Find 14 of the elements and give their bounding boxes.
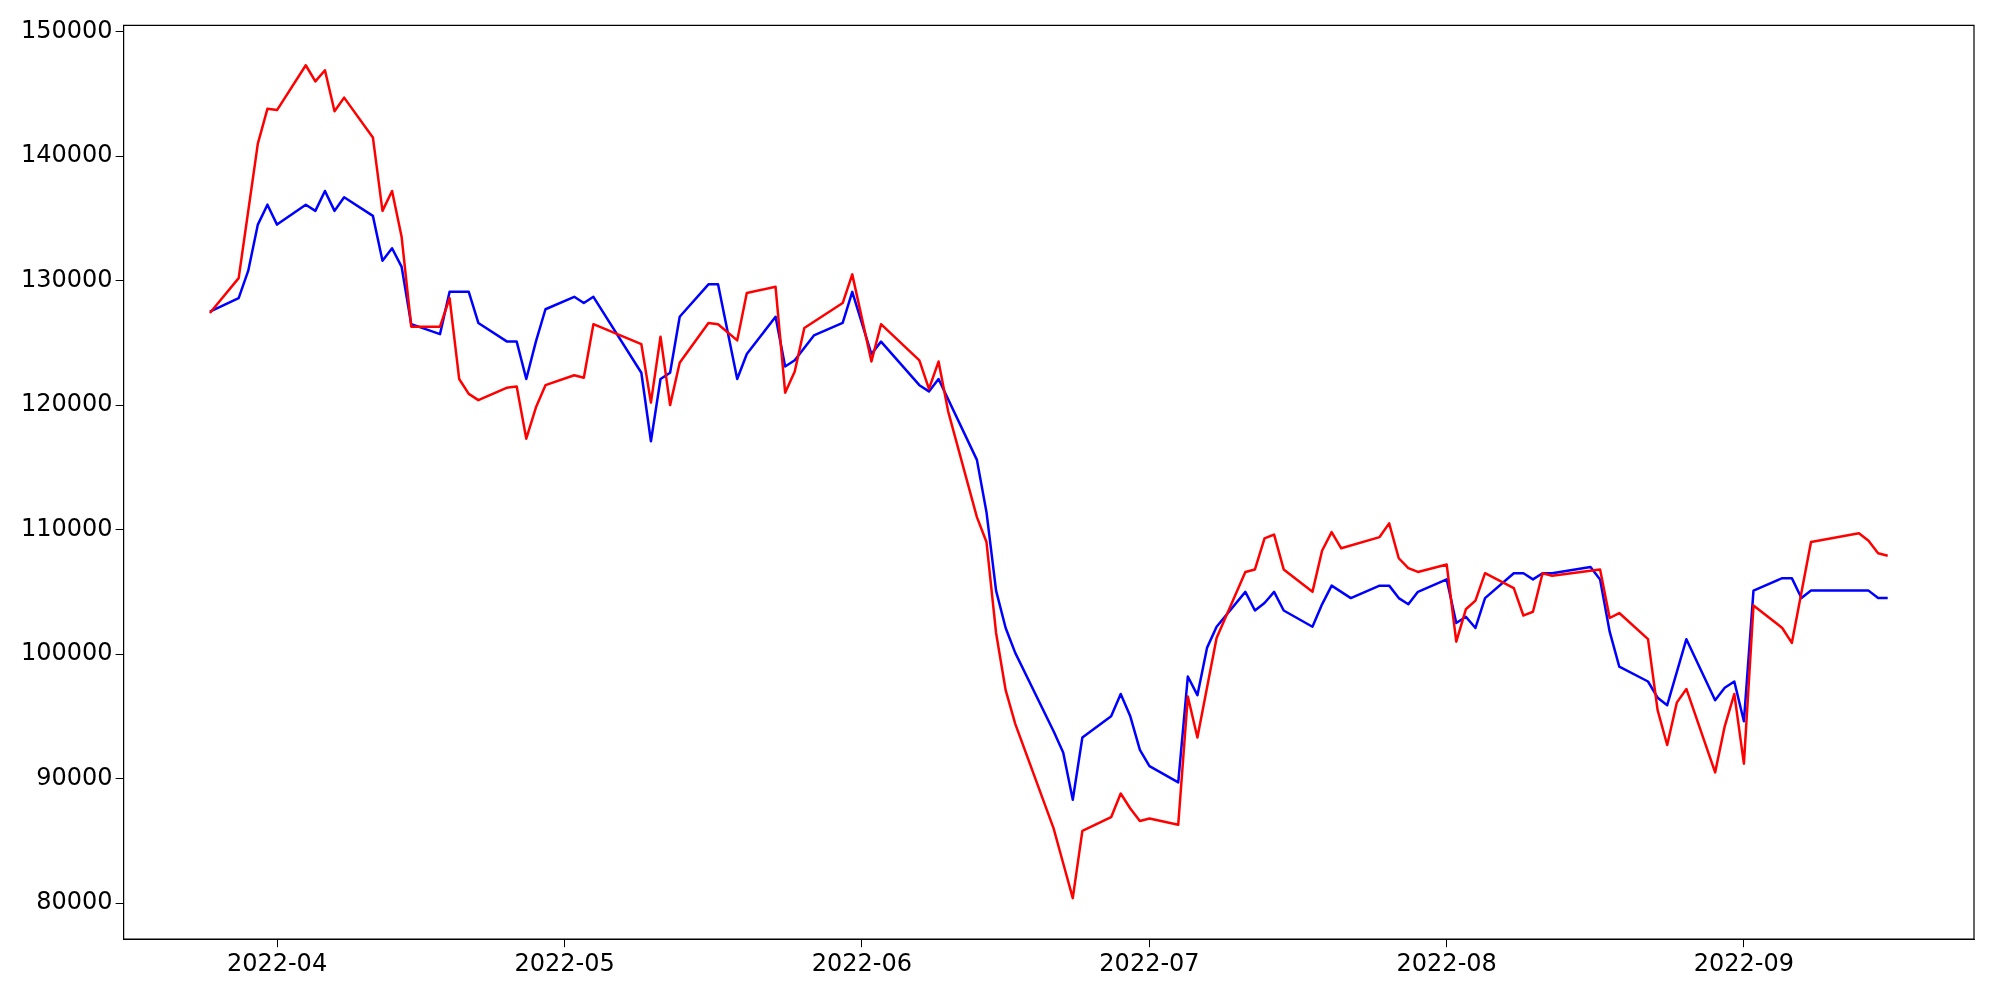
x-tick-label: 2022-04 <box>226 948 328 977</box>
y-tick-label: 140000 <box>20 140 113 169</box>
y-tick-label: 150000 <box>20 15 113 44</box>
x-tick-label: 2022-05 <box>514 948 615 977</box>
x-tick-label: 2022-08 <box>1396 948 1497 977</box>
x-tick-label: 2022-07 <box>1099 948 1200 977</box>
x-tick-label: 2022-09 <box>1693 948 1795 977</box>
y-tick-label: 80000 <box>36 887 113 916</box>
y-tick-label: 110000 <box>20 513 113 542</box>
y-tick-label: 130000 <box>20 264 113 293</box>
y-tick-label: 120000 <box>20 389 113 418</box>
y-tick-label: 100000 <box>20 638 113 667</box>
y-tick-label: 90000 <box>36 762 113 791</box>
x-tick-label: 2022-06 <box>811 948 912 977</box>
